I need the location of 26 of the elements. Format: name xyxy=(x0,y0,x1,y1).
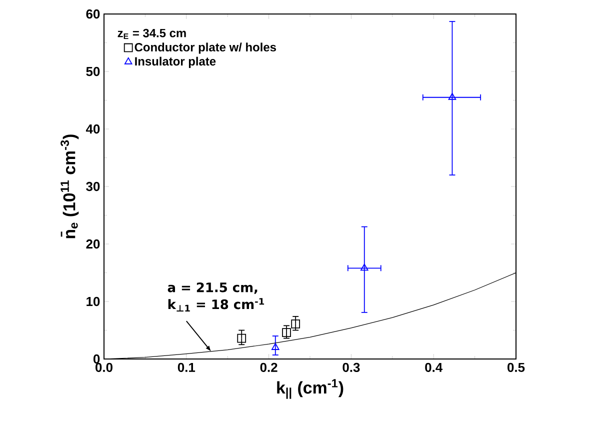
y-tick-label: 30 xyxy=(86,182,100,192)
y-tick-label: 10 xyxy=(86,296,100,306)
legend-label: Insulator plate xyxy=(135,56,216,68)
annotation: a = 21.5 cm, xyxy=(168,282,258,294)
y-tick-label: 60 xyxy=(86,9,100,19)
point xyxy=(237,334,246,343)
legend-title: z$_{E}$ = 34.5 cm xyxy=(118,28,186,39)
y-tick-label: 20 xyxy=(86,239,100,249)
y-tick-label: 50 xyxy=(86,66,100,76)
point xyxy=(282,328,291,337)
point xyxy=(291,319,300,328)
x-tick-label: 0.2 xyxy=(260,362,278,372)
x-tick-label: 0.4 xyxy=(425,362,443,372)
point xyxy=(448,92,456,100)
x-tick-label: 0.3 xyxy=(342,362,360,372)
point xyxy=(271,343,280,350)
y-tick-label: 40 xyxy=(86,124,100,134)
legend-label: Conductor plate w/ holes xyxy=(134,42,276,54)
annotation: k$_{⊥1}$ = 18 cm$^{-1}$ xyxy=(168,298,264,312)
point xyxy=(360,264,368,271)
x-tick-label: 0.5 xyxy=(508,362,525,372)
y-axis-title: n̄$_{e}$ (10$^{11}$ cm$^{-3}$) xyxy=(60,134,79,238)
x-tick-label: 0.1 xyxy=(178,362,196,372)
x-axis-title: k$_{||}$ (cm$^{-1}$) xyxy=(277,379,344,399)
x-tick-label: 0.0 xyxy=(96,362,112,372)
y-tick-label: 0 xyxy=(93,354,100,364)
